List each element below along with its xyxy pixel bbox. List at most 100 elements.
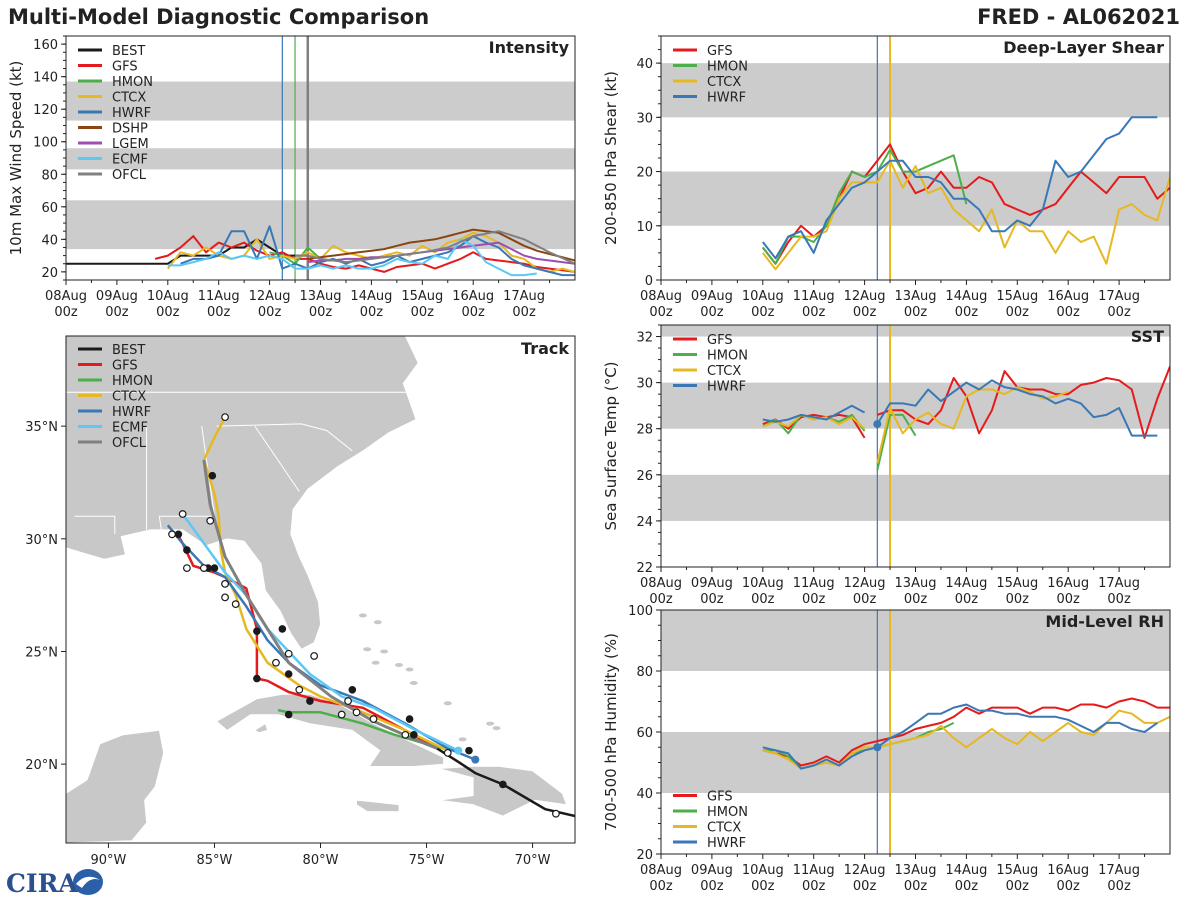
- shear-xtick-label-3: 11Aug 00z: [793, 289, 835, 320]
- isla-juventud-land: [254, 722, 269, 734]
- rh-xtick-label-0: 08Aug 00z: [640, 863, 682, 894]
- rh-series-gfs-0: [762, 697, 1170, 767]
- rh-xtick-label-3: 11Aug 00z: [793, 863, 835, 894]
- intensity-band-1: [66, 148, 575, 170]
- rh-legend-label-gfs: GFS: [707, 790, 733, 805]
- track-point-filled-6: [284, 710, 293, 719]
- sst-ytick-label-4: 30: [636, 377, 653, 392]
- rh-xtick-line: 00z: [649, 879, 673, 894]
- sst-xtick-line: 08Aug: [640, 576, 682, 591]
- track-point-open-0: [552, 809, 560, 818]
- sst-band-0: [661, 474, 1170, 521]
- track-legend-label-hmon: HMON: [112, 374, 153, 389]
- sst-legend-label-hwrf: HWRF: [707, 380, 746, 395]
- shear-xtick-line: 00z: [751, 305, 775, 320]
- rh-xtick-line: 12Aug: [844, 863, 886, 878]
- shear-xtick-line: 08Aug: [640, 289, 682, 304]
- track-point-open-7: [310, 652, 319, 660]
- intensity-xtick-line: 00z: [258, 305, 282, 320]
- hispaniola-land: [439, 766, 568, 817]
- sst-ytick-label-0: 22: [636, 561, 653, 576]
- bahamas-island-11: [380, 649, 389, 654]
- shear-xtick-line: 14Aug: [945, 289, 987, 304]
- intensity-series-hwrf-4: [180, 225, 575, 277]
- bahamas-island-3: [371, 660, 380, 665]
- intensity-xtick-line: 00z: [54, 305, 78, 320]
- track-point-filled-14: [183, 546, 191, 554]
- rh-ytick-label-2: 60: [636, 726, 653, 741]
- rh-xtick-label-5: 13Aug 00z: [895, 863, 937, 894]
- bahamas-island-9: [492, 726, 501, 731]
- track-point-open-2: [401, 730, 410, 739]
- track-ytick-label-3: 35°N: [25, 420, 58, 435]
- track-point-filled-1: [465, 746, 473, 755]
- shear-xtick-line: 00z: [802, 305, 826, 320]
- sst-xtick-label-3: 11Aug 00z: [793, 576, 835, 607]
- track-xtick-label-3: 75°W: [409, 853, 445, 868]
- intensity-ytick-label-4: 100: [33, 136, 58, 151]
- sst-xtick-line: 00z: [904, 592, 928, 607]
- cira-logo: CIRA: [6, 869, 103, 898]
- track-point-open-11: [231, 600, 240, 609]
- sst-xtick-line: 13Aug: [895, 576, 937, 591]
- intensity-series-dshp-5: [307, 228, 575, 262]
- track-point-open-5: [344, 697, 352, 705]
- intensity-xtick-label-1: 09Aug 00z: [96, 289, 138, 320]
- intensity-xtick-label-5: 13Aug 00z: [300, 289, 342, 320]
- rh-xtick-line: 14Aug: [945, 863, 987, 878]
- intensity-panel-title: Intensity: [489, 38, 570, 57]
- rh-xtick-line: 11Aug: [793, 863, 835, 878]
- sst-xtick-line: 12Aug: [844, 576, 886, 591]
- intensity-ytick-label-0: 20: [41, 266, 58, 281]
- intensity-xtick-line: 11Aug: [198, 289, 240, 304]
- shear-xtick-line: 11Aug: [793, 289, 835, 304]
- rh-series-group: [762, 697, 1170, 770]
- shear-xtick-label-8: 16Aug 00z: [1047, 289, 1089, 320]
- state-border-5: [74, 515, 116, 535]
- sst-xtick-line: 11Aug: [793, 576, 835, 591]
- sst-ytick-label-1: 24: [636, 515, 653, 530]
- cuba-land: [215, 693, 444, 767]
- rh-legend-label-ctcx: CTCX: [707, 821, 741, 836]
- sst-xtick-line: 00z: [1006, 592, 1030, 607]
- track-point-filled-5: [306, 697, 314, 705]
- puerto-rico-land: [577, 798, 590, 809]
- rh-ytick-label-0: 20: [636, 848, 653, 863]
- rh-legend-label-hwrf: HWRF: [707, 836, 746, 851]
- track-point-open-10: [272, 658, 280, 667]
- rh-marker-0: [873, 743, 882, 752]
- shear-xtick-line: 00z: [1057, 305, 1081, 320]
- logo-text: CIRA: [6, 869, 78, 898]
- shear-ytick-label-1: 10: [636, 220, 653, 235]
- shear-xtick-line: 16Aug: [1047, 289, 1089, 304]
- shear-legend-label-ctcx: CTCX: [707, 75, 741, 90]
- sst-legend-label-ctcx: CTCX: [707, 364, 741, 379]
- track-point-filled-7: [284, 670, 293, 678]
- track-legend-label-ecmf: ECMF: [112, 421, 148, 436]
- intensity-xtick-label-4: 12Aug 00z: [249, 289, 291, 320]
- intensity-xtick-line: 09Aug: [96, 289, 138, 304]
- rh-band-1: [661, 610, 1170, 671]
- track-point-filled-8: [253, 674, 261, 683]
- intensity-ytick-label-5: 120: [33, 103, 58, 118]
- shear-xtick-line: 00z: [1107, 305, 1131, 320]
- shear-series-hmon-1: [762, 148, 968, 265]
- shear-xtick-label-9: 17Aug 00z: [1098, 289, 1140, 320]
- intensity-xtick-label-3: 11Aug 00z: [198, 289, 240, 320]
- track-xtick-label-2: 80°W: [303, 853, 339, 868]
- shear-xtick-label-5: 13Aug 00z: [895, 289, 937, 320]
- intensity-xtick-line: 00z: [462, 305, 486, 320]
- intensity-band-2: [66, 81, 575, 121]
- sst-xtick-label-2: 10Aug 00z: [742, 576, 784, 607]
- sst-xtick-line: 10Aug: [742, 576, 784, 591]
- sst-series-ctcx-4: [762, 413, 866, 430]
- rh-xtick-label-4: 12Aug 00z: [844, 863, 886, 894]
- shear-xtick-line: 00z: [1006, 305, 1030, 320]
- bahamas-island-5: [409, 681, 418, 686]
- bahamas-island-4: [394, 662, 403, 667]
- track-point-open-4: [352, 708, 361, 717]
- rh-xtick-line: 00z: [802, 879, 826, 894]
